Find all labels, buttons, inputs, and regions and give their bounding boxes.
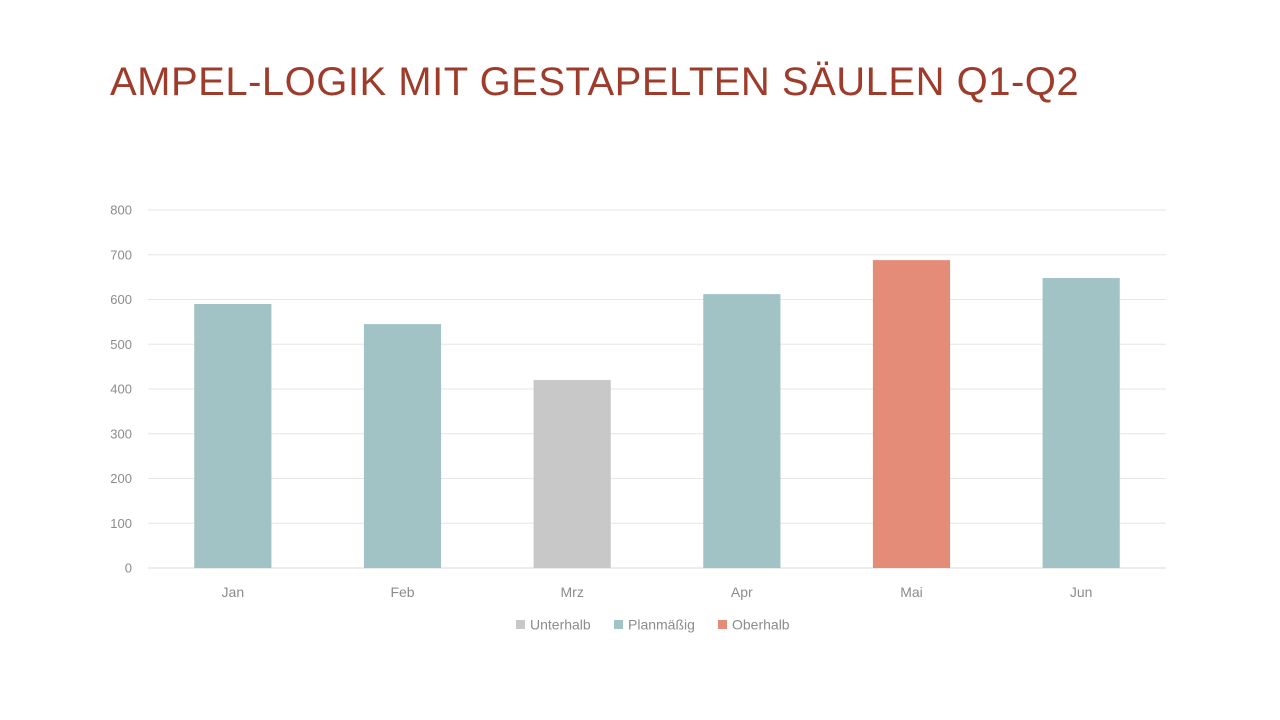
legend-swatch: [516, 620, 525, 629]
legend-label: Unterhalb: [530, 617, 591, 633]
y-tick-label: 300: [110, 426, 132, 441]
y-tick-label: 700: [110, 247, 132, 262]
bar-jun-planmäßig: [1042, 278, 1120, 568]
y-tick-label: 0: [125, 561, 132, 576]
gridlines: [148, 209, 1166, 569]
y-tick-label: 200: [110, 471, 132, 486]
legend-swatch: [718, 620, 727, 629]
bar-mai-oberhalb: [872, 260, 951, 568]
legend: Unterhalb Planmäßig Oberhalb: [516, 617, 790, 633]
bar-mrz-unterhalb: [533, 380, 611, 568]
legend-item: Oberhalb: [718, 617, 790, 633]
x-category-label: Feb: [390, 584, 414, 600]
slide-title: Ampel-Logik mit gestapelten Säulen Q1-Q2: [110, 60, 1080, 104]
y-axis-tick-labels: 0 100 200 300 400 500 600 700 800: [110, 203, 132, 576]
x-category-label: Mrz: [561, 584, 584, 600]
x-category-label: Jan: [222, 584, 245, 600]
bar-feb-planmäßig: [363, 324, 442, 568]
bar-apr-planmäßig: [703, 294, 781, 568]
y-tick-label: 500: [110, 337, 132, 352]
legend-label: Planmäßig: [628, 617, 695, 633]
y-tick-label: 800: [110, 203, 132, 218]
x-category-label: Jun: [1070, 584, 1093, 600]
bars: [194, 260, 1120, 568]
x-axis-category-labels: Jan Feb Mrz Apr Mai Jun: [222, 584, 1093, 600]
legend-label: Oberhalb: [732, 617, 790, 633]
legend-swatch: [614, 620, 623, 629]
y-tick-label: 600: [110, 292, 132, 307]
y-tick-label: 100: [110, 516, 132, 531]
y-tick-label: 400: [110, 382, 132, 397]
legend-item: Unterhalb: [516, 617, 591, 633]
x-category-label: Apr: [731, 584, 753, 600]
legend-item: Planmäßig: [614, 617, 695, 633]
bar-jan-planmäßig: [194, 303, 272, 568]
x-category-label: Mai: [900, 584, 923, 600]
